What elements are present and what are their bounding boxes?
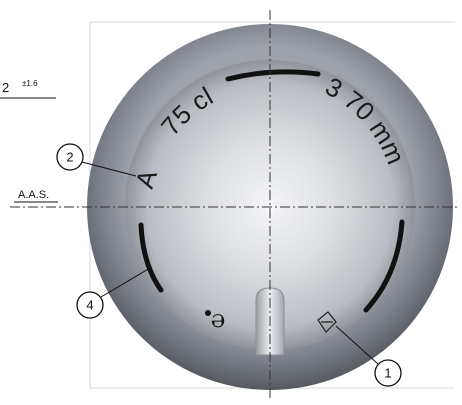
dimension-value: 2 — [2, 80, 9, 95]
arc-mark — [225, 69, 321, 82]
arc-mark — [138, 222, 164, 293]
dimension-tolerance: ±1.6 — [22, 79, 38, 88]
arc-mark — [363, 219, 405, 313]
leader-line — [100, 267, 151, 298]
leader-line — [335, 325, 379, 365]
callout-circle — [76, 291, 104, 319]
estimated-sign: ℮ — [211, 309, 225, 336]
callout-circle — [56, 143, 84, 171]
callout-label: 2 — [66, 150, 73, 165]
reference-label: A.A.S. — [18, 189, 49, 201]
dot-mark — [205, 310, 211, 316]
recycle-symbol — [317, 311, 337, 333]
callout-label: 1 — [384, 366, 391, 381]
callout-label: 4 — [86, 298, 93, 313]
callout-circle — [374, 359, 402, 387]
leader-line — [81, 161, 137, 177]
